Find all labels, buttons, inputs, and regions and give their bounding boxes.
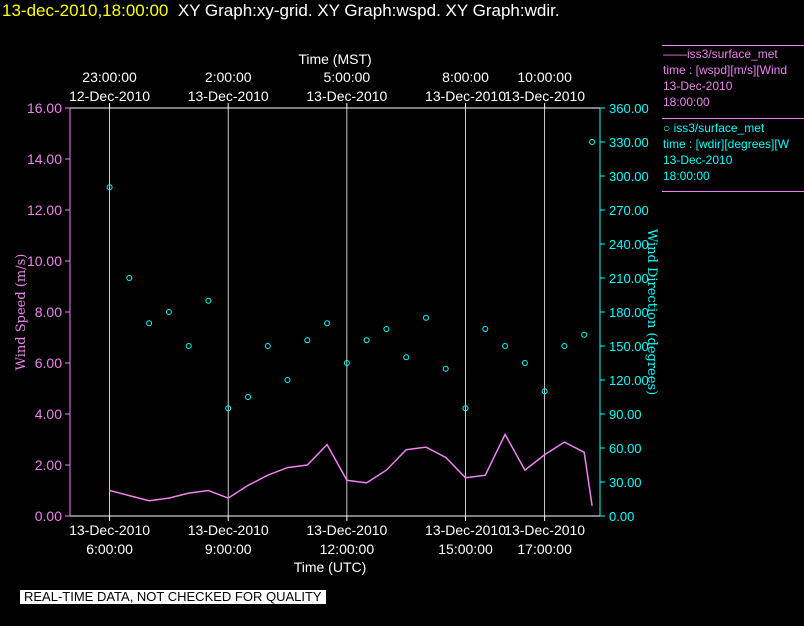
legend-wspd-line4: 18:00:00	[663, 95, 710, 109]
legend-wspd-line1: ——iss3/surface_met	[663, 47, 778, 61]
legend-wdir-line1: ○ iss3/surface_met	[663, 121, 765, 135]
chart-header: 13-dec-2010,18:00:00 XY Graph:xy-grid. X…	[2, 0, 560, 24]
wdir-series-markers	[106, 139, 596, 412]
right-tick-label: 0.00	[609, 509, 634, 524]
right-tick-label: 180.00	[609, 305, 649, 320]
left-tick-label: 4.00	[35, 406, 62, 422]
right-tick-label: 30.00	[609, 475, 642, 490]
left-tick-label: 16.00	[27, 100, 62, 116]
wspd-series-line	[109, 432, 593, 506]
wdir-point	[343, 360, 350, 366]
legend-divider-mid	[662, 118, 804, 119]
plot-area	[70, 108, 600, 516]
left-tick-label: 0.00	[35, 508, 62, 524]
top-tick-date: 12-Dec-2010	[69, 88, 150, 104]
wdir-point	[442, 365, 449, 372]
legend-wdir-line4: 18:00:00	[663, 169, 710, 183]
wdir-point	[589, 139, 596, 145]
wdir-point	[423, 314, 429, 321]
left-tick-label: 2.00	[35, 457, 62, 473]
legend-wspd-line3: 13-Dec-2010	[663, 79, 733, 93]
left-tick-label: 14.00	[27, 151, 62, 167]
legend-wdir-line3: 13-Dec-2010	[663, 153, 733, 167]
wdir-point	[541, 388, 548, 395]
wdir-point	[264, 343, 271, 349]
legend-divider-bottom	[662, 191, 804, 192]
top-tick-date: 13-Dec-2010	[188, 88, 269, 104]
right-axis-label: Wind Direction (degrees)	[644, 229, 659, 395]
left-axis-label: Wind Speed (m/s)	[14, 254, 29, 371]
right-tick-label: 300.00	[609, 169, 649, 184]
legend-wspd: ——iss3/surface_met time : [wspd][m/s][Wi…	[663, 46, 804, 110]
top-axis-label: Time (MST)	[298, 51, 371, 67]
right-tick-label: 360.00	[609, 101, 649, 116]
wdir-point	[106, 184, 113, 191]
quality-notice: REAL-TIME DATA, NOT CHECKED FOR QUALITY	[20, 590, 326, 604]
legend-wdir: ○ iss3/surface_met time : [wdir][degrees…	[663, 120, 804, 184]
wdir-point	[126, 275, 133, 281]
left-tick-label: 12.00	[27, 202, 62, 218]
bottom-tick-date: 13-Dec-2010	[69, 522, 150, 538]
bottom-tick-date: 13-Dec-2010	[306, 522, 387, 538]
bottom-tick-time: 12:00:00	[320, 541, 375, 557]
top-tick-time: 10:00:00	[517, 69, 572, 85]
wdir-point	[561, 343, 568, 349]
right-tick-label: 60.00	[609, 441, 642, 456]
right-tick-label: 210.00	[609, 271, 649, 286]
left-tick-label: 10.00	[27, 253, 62, 269]
wdir-point	[304, 337, 311, 344]
bottom-tick-date: 13-Dec-2010	[504, 522, 585, 538]
bottom-tick-time: 9:00:00	[205, 541, 252, 557]
wdir-point	[245, 394, 251, 400]
top-tick-date: 13-Dec-2010	[504, 88, 585, 104]
bottom-tick-time: 6:00:00	[86, 541, 133, 557]
right-tick-label: 270.00	[609, 203, 649, 218]
right-tick-label: 120.00	[609, 373, 649, 388]
left-tick-label: 8.00	[35, 304, 62, 320]
top-tick-date: 13-Dec-2010	[425, 88, 506, 104]
right-tick-label: 150.00	[609, 339, 649, 354]
wdir-point	[482, 326, 489, 332]
right-tick-label: 330.00	[609, 135, 649, 150]
wdir-point	[225, 405, 232, 412]
graph-list-label: XY Graph:xy-grid. XY Graph:wspd. XY Grap…	[177, 1, 560, 20]
timestamp-label: 13-dec-2010,18:00:00	[2, 1, 169, 20]
axes	[65, 103, 605, 521]
right-tick-label: 240.00	[609, 237, 649, 252]
wdir-point	[205, 297, 212, 304]
tick-labels: 0.00 2.00 4.00 6.00 8.00 10.00 12.00 14.00 16.00…	[27, 69, 649, 557]
top-tick-time: 2:00:00	[205, 69, 252, 85]
wdir-point	[581, 331, 588, 338]
legend-wspd-line2: time : [wspd][m/s][Wind	[663, 63, 788, 77]
wdir-point	[284, 377, 291, 383]
wdir-point	[521, 360, 528, 366]
bottom-tick-time: 17:00:00	[517, 541, 572, 557]
bottom-axis-label: Time (UTC)	[294, 559, 367, 575]
wdir-point	[185, 343, 192, 349]
legend-divider-top	[662, 45, 804, 46]
bottom-tick-date: 13-Dec-2010	[188, 522, 269, 538]
wdir-point	[462, 405, 469, 412]
grid-lines	[109, 108, 546, 516]
legend-wdir-line2: time : [wdir][degrees][W	[663, 137, 790, 151]
top-tick-time: 5:00:00	[324, 69, 371, 85]
left-tick-label: 6.00	[35, 355, 62, 371]
top-tick-time: 23:00:00	[82, 69, 137, 85]
bottom-tick-time: 15:00:00	[438, 541, 493, 557]
wdir-point	[403, 354, 410, 361]
wdir-point	[363, 337, 370, 344]
bottom-tick-date: 13-Dec-2010	[425, 522, 506, 538]
top-tick-time: 8:00:00	[442, 69, 489, 85]
right-tick-label: 90.00	[609, 407, 642, 422]
top-tick-date: 13-Dec-2010	[306, 88, 387, 104]
wdir-point	[146, 320, 153, 327]
wdir-point	[324, 320, 331, 327]
wdir-point	[502, 343, 509, 349]
wdir-point	[383, 326, 390, 332]
wdir-point	[165, 309, 172, 315]
